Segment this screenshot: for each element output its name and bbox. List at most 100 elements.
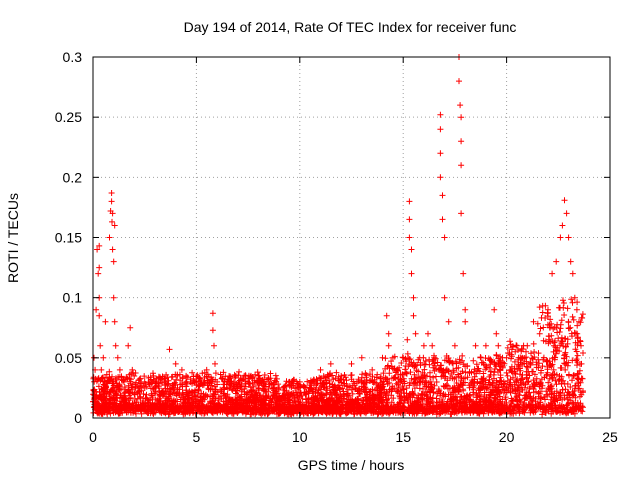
data-point [401,394,408,401]
data-point [273,390,280,397]
data-point [231,383,238,390]
data-point [569,357,576,364]
data-point [103,409,110,416]
data-point [205,385,212,392]
data-point [141,378,148,385]
data-point [343,406,350,413]
data-point [114,408,121,415]
data-point [575,339,581,346]
data-point [282,409,289,416]
data-point [516,410,523,417]
data-point [497,409,504,415]
data-point [296,401,303,408]
data-point [108,198,115,205]
data-point [429,395,436,402]
data-point [572,346,579,353]
data-point [547,400,554,406]
data-point [475,365,482,372]
data-point [94,376,101,383]
data-point [503,369,510,376]
data-point [482,366,489,373]
data-point [343,410,350,417]
data-point [443,357,450,364]
data-point [389,383,396,390]
data-point [325,408,332,415]
data-point [231,402,238,409]
data-point [543,388,550,395]
data-point [109,210,116,217]
data-point [131,390,138,397]
data-point [496,361,503,368]
data-point [536,360,542,367]
data-point [429,342,436,349]
data-point [433,399,440,406]
data-point [198,377,204,383]
data-point [507,338,513,345]
data-point [550,366,557,373]
data-point [298,404,305,411]
data-point [129,400,136,407]
data-point [274,404,281,410]
data-point [470,389,477,396]
data-point [164,374,171,381]
data-point [218,395,225,402]
data-point [437,126,444,133]
data-point [418,390,425,397]
data-point [359,371,366,378]
data-point [244,389,251,396]
data-point [364,403,371,410]
data-point [251,393,258,400]
data-point [441,234,448,241]
data-point [252,371,259,378]
data-point [574,370,581,377]
data-point [202,392,209,399]
data-point [488,408,495,415]
data-point [262,400,269,407]
data-point [256,376,263,383]
data-point [407,369,414,376]
data-point [339,385,346,392]
data-point [218,388,225,395]
data-point [401,378,408,385]
data-point [388,388,395,395]
data-point [533,388,539,395]
data-point [311,376,318,383]
data-point [270,392,277,399]
data-point [255,397,262,404]
data-point [538,395,545,401]
data-point [347,396,354,403]
data-point [117,398,123,405]
data-point [261,372,268,378]
data-point [147,374,154,381]
data-point [504,344,511,351]
data-point [574,299,581,306]
data-point [512,404,518,410]
data-point [565,234,572,241]
data-point [557,405,564,412]
data-point [561,405,568,411]
data-point [134,395,141,402]
data-point [436,387,443,394]
data-point [439,404,446,411]
data-point [255,385,262,391]
data-point [317,366,324,373]
data-point [554,347,561,354]
data-point [332,375,339,382]
data-point [292,385,299,392]
data-point [552,377,559,384]
data-point [420,342,427,349]
data-point [569,313,576,320]
data-point [406,382,413,389]
data-point [192,410,199,417]
data-point [285,389,292,396]
data-point [449,375,456,382]
data-point [421,366,428,373]
data-point [480,370,487,377]
data-point [530,340,537,347]
data-point [443,366,450,373]
data-point [546,324,553,331]
data-point [485,403,492,410]
data-point [470,357,477,364]
data-point [406,234,413,241]
data-point [278,406,284,413]
